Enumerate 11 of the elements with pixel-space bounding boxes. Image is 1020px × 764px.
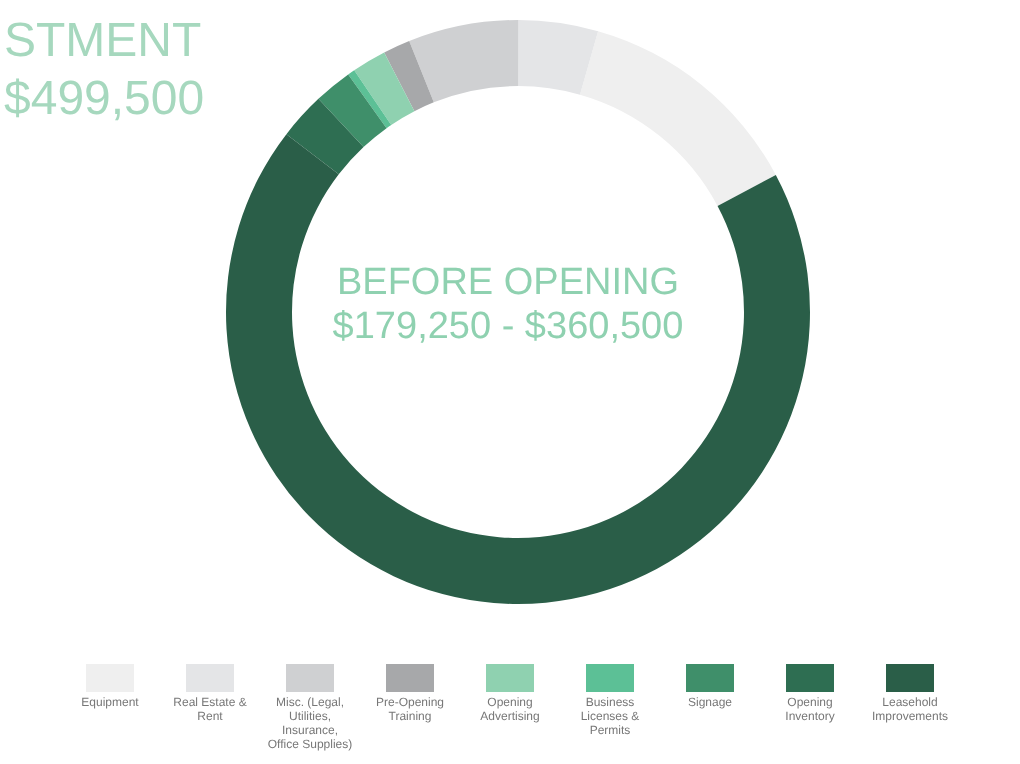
donut-slice (384, 41, 434, 112)
donut-slice (409, 20, 519, 103)
donut-slice (226, 134, 810, 604)
text: STMENT (4, 12, 204, 70)
text: $499,500 (4, 70, 205, 128)
donut-slice (286, 98, 364, 175)
donut-slice (348, 70, 392, 129)
donut-slice (354, 52, 415, 125)
donut-slice (318, 74, 387, 148)
text: $179,250 - $360,500 (330, 306, 686, 350)
text: BEFORE OPENING (334, 262, 682, 306)
